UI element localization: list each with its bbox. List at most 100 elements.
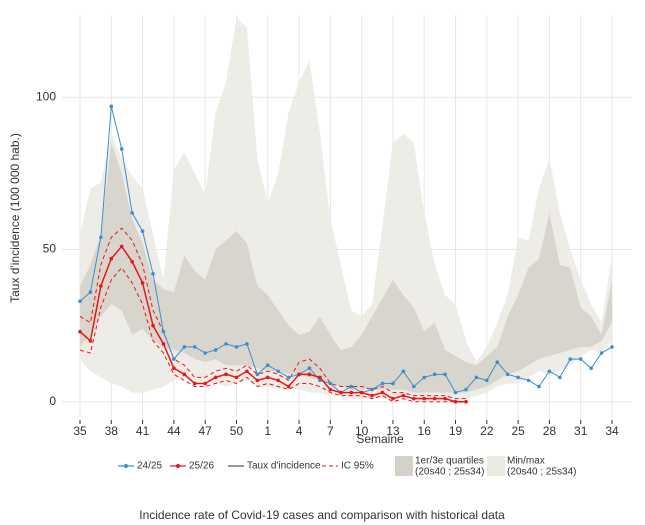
- legend-label: 25/26: [189, 461, 214, 472]
- point: [495, 360, 500, 364]
- point: [213, 348, 218, 352]
- point: [432, 396, 437, 401]
- point: [474, 375, 479, 380]
- legend-label: 24/25: [137, 461, 162, 472]
- point: [610, 345, 614, 349]
- point: [318, 375, 322, 380]
- legend-label: IC 95%: [341, 461, 374, 472]
- y-axis-label: Taux d'incidence (100 000 hab.): [8, 133, 22, 303]
- x-tick-label: 10: [355, 424, 369, 438]
- point: [130, 211, 134, 215]
- point: [380, 390, 385, 395]
- legend-point: [124, 464, 128, 468]
- point: [276, 378, 280, 383]
- point: [568, 357, 573, 361]
- point: [443, 396, 447, 401]
- point: [99, 235, 103, 240]
- legend-label: (20s40 ; 25s34): [507, 467, 577, 478]
- point: [453, 399, 458, 404]
- point: [88, 290, 93, 294]
- point: [516, 375, 520, 380]
- point: [119, 147, 124, 151]
- point: [464, 387, 468, 392]
- point: [359, 390, 364, 395]
- point: [224, 372, 228, 377]
- point: [192, 381, 197, 386]
- legend-label: (20s40 ; 25s34): [415, 467, 485, 478]
- legend-swatch: [395, 456, 413, 476]
- point: [297, 372, 301, 377]
- x-tick-label: 41: [136, 424, 150, 438]
- point: [109, 104, 114, 109]
- x-tick-label: 1: [264, 424, 271, 438]
- x-tick-label: 50: [230, 424, 244, 438]
- y-tick-label: 50: [43, 242, 57, 256]
- point: [401, 369, 406, 374]
- x-axis-label: Semaine: [356, 432, 404, 446]
- caption: Incidence rate of Covid-19 cases and com…: [139, 508, 505, 522]
- point: [203, 381, 207, 386]
- point: [172, 357, 176, 361]
- ci-line: [79, 227, 466, 400]
- point: [422, 396, 427, 401]
- point: [422, 375, 427, 380]
- point: [307, 372, 312, 377]
- point: [234, 345, 239, 349]
- legend-point: [176, 464, 180, 468]
- x-tick-label: 7: [327, 424, 334, 438]
- point: [276, 369, 280, 374]
- point: [140, 229, 145, 234]
- point: [161, 342, 166, 346]
- point: [589, 366, 593, 371]
- x-tick-label: 4: [296, 424, 303, 438]
- point: [255, 372, 260, 377]
- point: [130, 259, 134, 264]
- point: [599, 351, 604, 355]
- x-tick-label: 47: [198, 424, 212, 438]
- point: [432, 372, 437, 377]
- x-tick-label: 28: [543, 424, 557, 438]
- point: [234, 375, 239, 380]
- point: [192, 345, 197, 349]
- x-tick-label: 31: [574, 424, 588, 438]
- x-tick-label: 35: [73, 424, 87, 438]
- point: [88, 339, 93, 343]
- x-tick-label: 25: [511, 424, 525, 438]
- legend-label: 1er/3e quartiles: [415, 456, 484, 467]
- point: [547, 369, 552, 374]
- legend-swatch: [487, 456, 505, 476]
- point: [349, 390, 354, 395]
- point: [307, 366, 312, 371]
- point: [505, 372, 510, 377]
- series-line: [79, 245, 466, 403]
- point: [265, 363, 270, 367]
- point: [412, 396, 416, 401]
- point: [380, 381, 385, 386]
- point: [286, 384, 291, 389]
- point: [99, 284, 103, 288]
- point: [172, 366, 176, 371]
- point: [109, 256, 114, 261]
- point: [443, 372, 447, 377]
- point: [328, 381, 333, 386]
- series-line: [79, 106, 613, 394]
- point: [370, 387, 374, 392]
- point: [578, 357, 583, 361]
- point: [286, 375, 291, 380]
- point: [182, 372, 187, 377]
- point: [537, 384, 541, 389]
- point: [485, 378, 489, 383]
- point: [213, 375, 218, 380]
- point: [255, 378, 260, 383]
- x-tick-label: 13: [386, 424, 400, 438]
- point: [78, 329, 82, 334]
- y-tick-label: 0: [49, 394, 56, 408]
- point: [151, 272, 155, 276]
- point: [140, 281, 145, 285]
- x-tick-label: 38: [105, 424, 119, 438]
- point: [412, 384, 416, 389]
- point: [370, 393, 374, 398]
- x-tick-label: 34: [605, 424, 619, 438]
- legend-label: Taux d'incidence: [247, 461, 321, 472]
